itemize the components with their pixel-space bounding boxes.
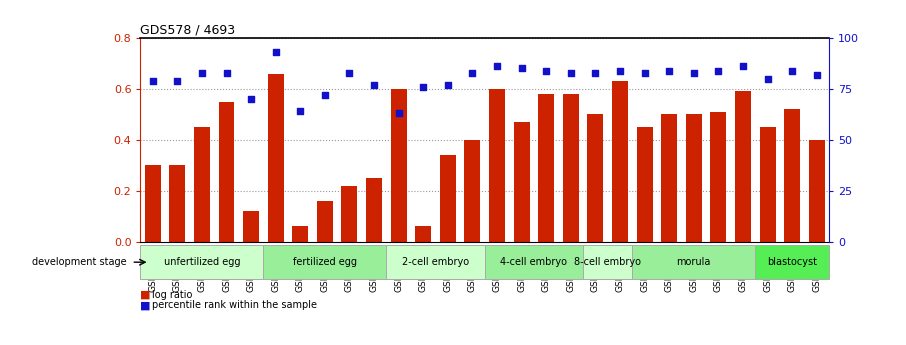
Point xyxy=(736,64,750,69)
Bar xyxy=(140,245,264,279)
Bar xyxy=(809,140,824,242)
Bar xyxy=(145,165,160,242)
Bar xyxy=(293,226,308,242)
Bar xyxy=(317,201,333,242)
Bar xyxy=(489,89,505,242)
Point xyxy=(564,70,578,75)
Point xyxy=(268,49,283,55)
Point xyxy=(465,70,479,75)
Bar xyxy=(514,122,530,242)
Point xyxy=(785,68,799,73)
Bar xyxy=(661,114,677,242)
Text: 4-cell embryo: 4-cell embryo xyxy=(500,257,567,267)
Point xyxy=(612,68,627,73)
Text: unfertilized egg: unfertilized egg xyxy=(164,257,240,267)
Bar xyxy=(485,245,583,279)
Bar xyxy=(218,101,235,242)
Bar xyxy=(538,94,554,241)
Bar xyxy=(759,127,776,242)
Point xyxy=(809,72,824,77)
Point xyxy=(760,76,775,81)
Bar xyxy=(583,245,632,279)
Text: morula: morula xyxy=(677,257,711,267)
Bar xyxy=(390,89,407,242)
Point xyxy=(662,68,677,73)
Text: log ratio: log ratio xyxy=(152,290,193,300)
Bar xyxy=(612,81,628,241)
Point xyxy=(440,82,455,88)
Point xyxy=(318,92,333,98)
Bar xyxy=(169,165,186,242)
Bar xyxy=(686,114,702,242)
Point xyxy=(416,84,430,90)
Bar xyxy=(194,127,210,242)
Bar xyxy=(366,178,382,242)
Bar xyxy=(563,94,579,241)
Bar xyxy=(637,127,652,242)
Text: ■: ■ xyxy=(140,290,151,300)
Point xyxy=(146,78,160,83)
Point xyxy=(588,70,602,75)
Text: GDS578 / 4693: GDS578 / 4693 xyxy=(140,23,236,36)
Bar xyxy=(756,245,829,279)
Point xyxy=(687,70,701,75)
Text: blastocyst: blastocyst xyxy=(767,257,817,267)
Bar xyxy=(587,114,603,242)
Point xyxy=(367,82,381,88)
Point xyxy=(293,108,307,114)
Bar xyxy=(267,73,284,242)
Bar xyxy=(784,109,800,242)
Point xyxy=(490,64,505,69)
Point xyxy=(391,110,406,116)
Text: ■: ■ xyxy=(140,300,151,310)
Text: development stage: development stage xyxy=(33,257,127,267)
Point xyxy=(539,68,554,73)
Bar xyxy=(243,211,259,241)
Bar xyxy=(415,226,431,242)
Bar xyxy=(386,245,485,279)
Text: 2-cell embryo: 2-cell embryo xyxy=(402,257,469,267)
Point xyxy=(515,66,529,71)
Bar xyxy=(465,140,480,242)
Point xyxy=(244,96,258,102)
Point xyxy=(219,70,234,75)
Point xyxy=(342,70,357,75)
Bar xyxy=(632,245,756,279)
Text: fertilized egg: fertilized egg xyxy=(293,257,357,267)
Point xyxy=(711,68,726,73)
Text: percentile rank within the sample: percentile rank within the sample xyxy=(152,300,317,310)
Bar xyxy=(735,91,751,242)
Bar xyxy=(264,245,386,279)
Text: 8-cell embryo: 8-cell embryo xyxy=(574,257,641,267)
Bar xyxy=(342,186,358,242)
Bar xyxy=(710,112,727,241)
Point xyxy=(170,78,185,83)
Point xyxy=(195,70,209,75)
Point xyxy=(637,70,651,75)
Bar xyxy=(439,155,456,242)
